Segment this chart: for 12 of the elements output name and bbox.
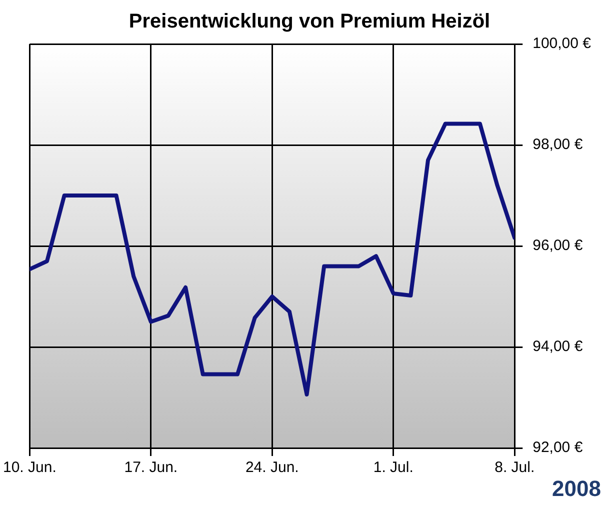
- y-tick-label: 100,00 €: [532, 35, 592, 52]
- chart-title: Preisentwicklung von Premium Heizöl: [128, 10, 490, 33]
- x-tick-label: 24. Jun.: [245, 459, 299, 476]
- text: 2008: [552, 476, 601, 502]
- x-tick-label: 1. Jul.: [373, 459, 414, 476]
- x-tick-label: 10. Jun.: [3, 459, 56, 476]
- y-tick-label: 98,00 €: [532, 136, 584, 154]
- y-tick-label: 94,00 €: [532, 338, 584, 356]
- x-tick-label: 8. Jul.: [494, 459, 535, 476]
- x-tick-label: 17. Jun.: [124, 459, 178, 476]
- y-tick-label: 96,00 €: [532, 237, 584, 254]
- y-tick-label: 92,00 €: [532, 439, 584, 456]
